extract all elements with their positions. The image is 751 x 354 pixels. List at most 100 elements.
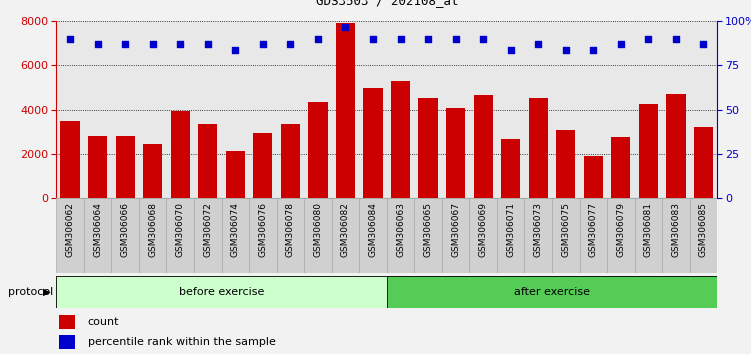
Text: GSM306074: GSM306074 [231, 202, 240, 257]
Bar [363, 88, 383, 198]
Bar [391, 81, 410, 198]
Bar [167, 198, 194, 273]
Text: GDS3503 / 202108_at: GDS3503 / 202108_at [315, 0, 458, 7]
Point [587, 47, 599, 52]
Bar [607, 198, 635, 273]
Point [174, 41, 186, 47]
Bar [249, 198, 276, 273]
Bar [552, 198, 580, 273]
Bar [253, 133, 273, 198]
Bar [111, 198, 139, 273]
Bar [524, 198, 552, 273]
Text: GSM306080: GSM306080 [313, 202, 322, 257]
Bar [59, 335, 74, 348]
Point [615, 41, 627, 47]
Bar [556, 130, 575, 198]
Text: GSM306076: GSM306076 [258, 202, 267, 257]
Text: GSM306067: GSM306067 [451, 202, 460, 257]
Bar [442, 198, 469, 273]
Bar [336, 23, 355, 198]
Bar [387, 198, 415, 273]
Bar [60, 121, 80, 198]
Bar [281, 124, 300, 198]
Point [450, 36, 462, 42]
Text: GSM306082: GSM306082 [341, 202, 350, 257]
Point [229, 47, 241, 52]
Bar [139, 198, 167, 273]
Bar [194, 198, 222, 273]
Bar [198, 124, 218, 198]
Text: ▶: ▶ [43, 287, 50, 297]
Text: GSM306064: GSM306064 [93, 202, 102, 257]
Bar [474, 95, 493, 198]
Text: GSM306070: GSM306070 [176, 202, 185, 257]
Text: GSM306062: GSM306062 [65, 202, 74, 257]
Bar [116, 136, 135, 198]
Text: GSM306073: GSM306073 [534, 202, 543, 257]
Point [505, 47, 517, 52]
Point [698, 41, 710, 47]
Bar [359, 198, 387, 273]
Text: protocol: protocol [8, 287, 53, 297]
Point [119, 41, 131, 47]
Bar [276, 198, 304, 273]
Bar [222, 198, 249, 273]
Bar [446, 108, 465, 198]
Bar [635, 198, 662, 273]
Text: GSM306063: GSM306063 [396, 202, 405, 257]
Text: GSM306078: GSM306078 [286, 202, 295, 257]
Bar [418, 98, 438, 198]
Bar [387, 276, 717, 308]
Text: GSM306083: GSM306083 [671, 202, 680, 257]
Bar [662, 198, 689, 273]
Point [257, 41, 269, 47]
Point [146, 41, 158, 47]
Text: percentile rank within the sample: percentile rank within the sample [88, 337, 276, 347]
Point [670, 36, 682, 42]
Point [312, 36, 324, 42]
Point [339, 24, 351, 29]
Bar [225, 151, 245, 198]
Point [367, 36, 379, 42]
Point [422, 36, 434, 42]
Bar [497, 198, 524, 273]
Bar [56, 198, 84, 273]
Text: after exercise: after exercise [514, 287, 590, 297]
Point [285, 41, 297, 47]
Text: GSM306081: GSM306081 [644, 202, 653, 257]
Point [559, 47, 572, 52]
Bar [689, 198, 717, 273]
Text: GSM306065: GSM306065 [424, 202, 433, 257]
Bar [84, 198, 111, 273]
Point [642, 36, 654, 42]
Point [394, 36, 406, 42]
Bar [143, 144, 162, 198]
Bar [501, 138, 520, 198]
Bar [584, 156, 603, 198]
Text: GSM306084: GSM306084 [369, 202, 378, 257]
Bar [611, 137, 630, 198]
Text: count: count [88, 318, 119, 327]
Text: GSM306079: GSM306079 [617, 202, 626, 257]
Point [202, 41, 214, 47]
Bar [170, 111, 190, 198]
Text: GSM306077: GSM306077 [589, 202, 598, 257]
Bar [415, 198, 442, 273]
Point [64, 36, 76, 42]
Bar [469, 198, 497, 273]
Bar [308, 102, 327, 198]
Text: GSM306066: GSM306066 [121, 202, 130, 257]
Bar [304, 198, 332, 273]
Bar [332, 198, 359, 273]
Point [477, 36, 489, 42]
Text: GSM306072: GSM306072 [204, 202, 213, 257]
Bar [529, 98, 547, 198]
Point [532, 41, 544, 47]
Bar [580, 198, 607, 273]
Bar [666, 94, 686, 198]
Point [92, 41, 104, 47]
Bar [638, 104, 658, 198]
Bar [694, 127, 713, 198]
Bar [56, 276, 387, 308]
Text: GSM306085: GSM306085 [699, 202, 708, 257]
